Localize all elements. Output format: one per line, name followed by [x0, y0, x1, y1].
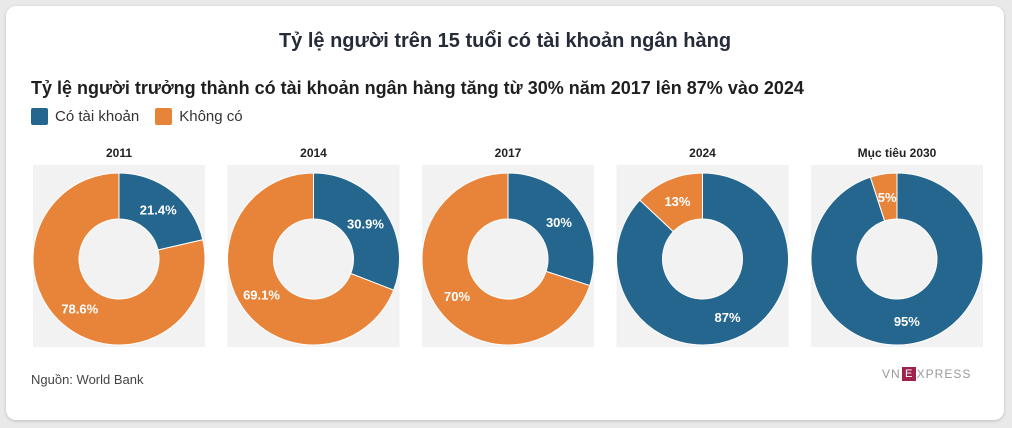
legend-swatch-has-account: [31, 108, 48, 125]
donut-slice-no-account: [32, 172, 206, 346]
slice-label: 30.9%: [347, 216, 384, 231]
donut-slice-has-account: [810, 172, 984, 346]
legend: Có tài khoản Không có: [31, 108, 243, 125]
slice-label: 21.4%: [140, 203, 177, 218]
slice-label: 69.1%: [243, 288, 280, 303]
slice-label: 87%: [715, 310, 741, 325]
vnexpress-logo: VN E XPRESS: [882, 367, 971, 381]
slice-label: 30%: [546, 215, 572, 230]
panel-title: 2024: [689, 146, 716, 160]
legend-swatch-no-account: [155, 108, 173, 125]
panel-title: 2014: [300, 146, 327, 160]
slice-label: 13%: [664, 194, 690, 209]
legend-label-no-account: Không có: [179, 108, 243, 125]
donut-slice-has-account: [507, 172, 595, 287]
panel-title: Mục tiêu 2030: [858, 146, 937, 160]
logo-text-left: VN: [882, 367, 901, 381]
donut-slice-no-account: [639, 172, 703, 233]
donut-slice-has-account: [616, 172, 789, 346]
legend-item-no-account: Không có: [155, 108, 243, 125]
donut-panel-2014: 2014 30.9% 69.1%: [227, 146, 400, 347]
donut-slice-no-account: [227, 172, 395, 346]
donut-slice-has-account: [313, 172, 400, 291]
slice-label: 78.6%: [61, 301, 98, 316]
chart-card: Tỷ lệ người trên 15 tuổi có tài khoản ng…: [6, 6, 1004, 420]
panel-title: 2011: [106, 146, 132, 160]
logo-text-box: E: [901, 367, 916, 381]
panel-title: 2017: [495, 146, 522, 160]
donut-panel-2024: 2024 87% 13%: [616, 146, 789, 347]
legend-label-has-account: Có tài khoản: [55, 108, 140, 125]
donut-panel-2011: 2011 21.4% 78.6%: [32, 146, 206, 347]
source-note: Nguồn: World Bank: [31, 372, 144, 387]
slice-label: 5%: [878, 190, 897, 205]
donut-charts: 201121.4%78.6%201430.9%69.1%201730%70%20…: [32, 146, 984, 347]
logo-text-right: XPRESS: [916, 367, 972, 381]
slice-label: 70%: [444, 289, 470, 304]
donut-panel-m-c-ti-u-2030: Mục tiêu 2030 95% 5%: [810, 146, 984, 347]
card-title: Tỷ lệ người trên 15 tuổi có tài khoản ng…: [278, 30, 732, 52]
slice-label: 95%: [894, 314, 920, 329]
chart-title: Tỷ lệ người trưởng thành có tài khoản ng…: [31, 78, 804, 98]
donut-slice-no-account: [869, 172, 898, 222]
legend-item-has-account: Có tài khoản: [31, 108, 139, 125]
donut-panel-2017: 2017 30% 70%: [421, 146, 595, 347]
donut-slice-no-account: [421, 172, 591, 346]
